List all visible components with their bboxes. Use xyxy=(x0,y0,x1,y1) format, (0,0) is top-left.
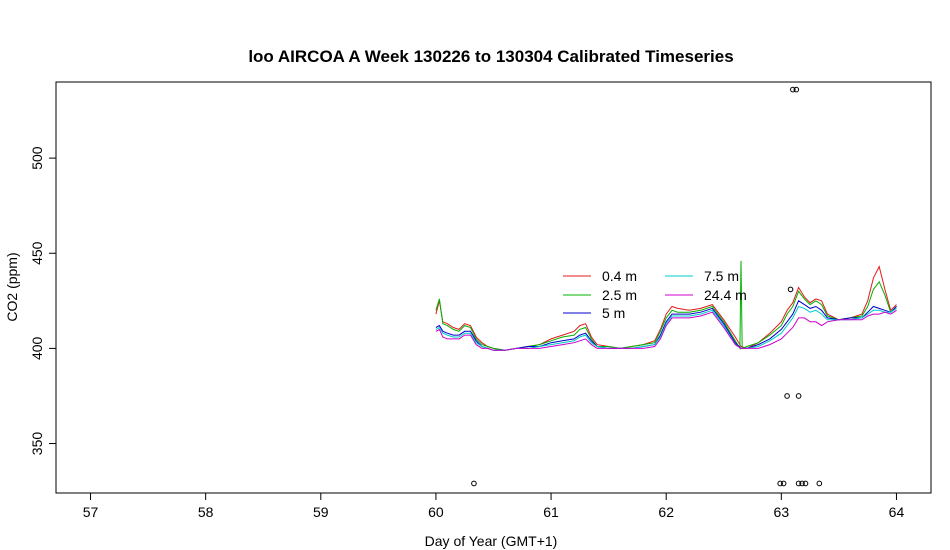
outlier-point xyxy=(780,480,787,487)
outlier-point xyxy=(790,86,796,93)
legend-label-3: 7.5 m xyxy=(704,268,739,284)
outlier-point xyxy=(471,480,477,487)
series-layer xyxy=(435,260,897,351)
x-tick-label: 61 xyxy=(543,504,559,520)
outlier-layer xyxy=(471,86,823,487)
legend: 0.4 m 2.5 m 5 m 7.5 m 24.4 m xyxy=(563,268,747,321)
y-tick-label: 450 xyxy=(29,241,45,265)
outlier-point xyxy=(795,480,802,487)
x-tick-label: 60 xyxy=(428,504,444,520)
outlier-point xyxy=(816,480,823,487)
x-tick-label: 59 xyxy=(313,504,329,520)
x-tick-label: 62 xyxy=(658,504,674,520)
series-line-3 xyxy=(435,305,897,351)
y-tick-label: 350 xyxy=(29,432,45,456)
series-line-1 xyxy=(435,260,897,351)
legend-label-0: 0.4 m xyxy=(602,268,637,284)
outlier-point xyxy=(784,393,790,399)
x-tick-label: 58 xyxy=(198,504,214,520)
legend-label-4: 24.4 m xyxy=(704,287,747,303)
outlier-point xyxy=(799,480,805,487)
x-tick-label: 57 xyxy=(83,504,99,520)
chart-title: loo AIRCOA A Week 130226 to 130304 Calib… xyxy=(248,47,733,66)
plot-frame xyxy=(55,81,932,494)
y-tick-label: 500 xyxy=(29,146,45,170)
outlier-point xyxy=(787,286,794,293)
x-tick-label: 63 xyxy=(774,504,790,520)
series-line-0 xyxy=(435,265,897,351)
y-axis: 350 400 450 500 xyxy=(29,146,56,455)
outlier-point xyxy=(802,480,809,487)
outlier-point xyxy=(793,86,800,93)
x-axis-label: Day of Year (GMT+1) xyxy=(425,533,558,549)
y-axis-label: CO2 (ppm) xyxy=(4,252,20,321)
y-tick-label: 400 xyxy=(29,336,45,360)
legend-label-1: 2.5 m xyxy=(602,287,637,303)
x-axis: 57 58 59 60 61 62 63 64 xyxy=(83,493,905,520)
series-line-4 xyxy=(435,309,897,351)
x-tick-label: 64 xyxy=(889,504,905,520)
outlier-point xyxy=(777,480,783,487)
legend-label-2: 5 m xyxy=(602,305,625,321)
outlier-point xyxy=(795,393,802,399)
